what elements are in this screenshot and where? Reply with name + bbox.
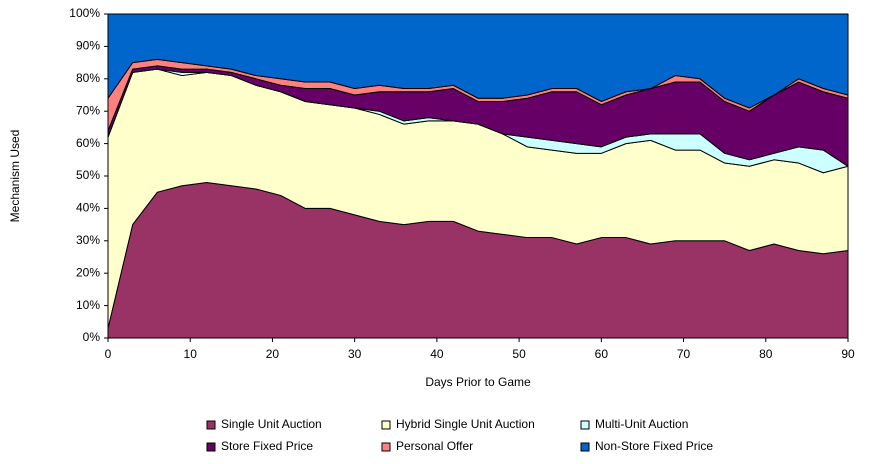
legend-label: Single Unit Auction: [221, 417, 322, 431]
y-tick-label: 10%: [76, 298, 100, 312]
y-tick-label: 100%: [69, 6, 100, 20]
x-axis-title: Days Prior to Game: [425, 375, 531, 389]
legend-label: Hybrid Single Unit Auction: [396, 417, 535, 431]
x-tick-label: 70: [677, 347, 691, 361]
y-tick-label: 30%: [76, 233, 100, 247]
legend-swatch: [580, 442, 590, 452]
legend-swatch: [381, 420, 391, 430]
x-tick-label: 30: [348, 347, 362, 361]
x-tick-label: 50: [512, 347, 526, 361]
x-tick-label: 10: [184, 347, 198, 361]
y-tick-label: 50%: [76, 168, 100, 182]
legend-swatch: [381, 442, 391, 452]
legend-label: Store Fixed Price: [221, 439, 313, 453]
x-tick-label: 0: [105, 347, 112, 361]
legend-label: Personal Offer: [396, 439, 473, 453]
x-tick-label: 80: [759, 347, 773, 361]
legend-label: Multi-Unit Auction: [595, 417, 688, 431]
x-tick-label: 90: [841, 347, 855, 361]
y-tick-label: 70%: [76, 103, 100, 117]
y-tick-label: 0%: [83, 330, 101, 344]
x-tick-label: 20: [266, 347, 280, 361]
legend-swatch: [580, 420, 590, 430]
y-tick-label: 20%: [76, 265, 100, 279]
x-tick-label: 40: [430, 347, 444, 361]
legend-label: Non-Store Fixed Price: [595, 439, 713, 453]
legend-swatch: [206, 442, 216, 452]
legend-swatch: [206, 420, 216, 430]
y-tick-label: 80%: [76, 71, 100, 85]
y-tick-label: 40%: [76, 201, 100, 215]
y-axis-title: Mechanism Used: [8, 130, 22, 223]
y-tick-label: 60%: [76, 136, 100, 150]
area: [107, 13, 849, 109]
x-tick-label: 60: [595, 347, 609, 361]
y-tick-label: 90%: [76, 39, 100, 53]
